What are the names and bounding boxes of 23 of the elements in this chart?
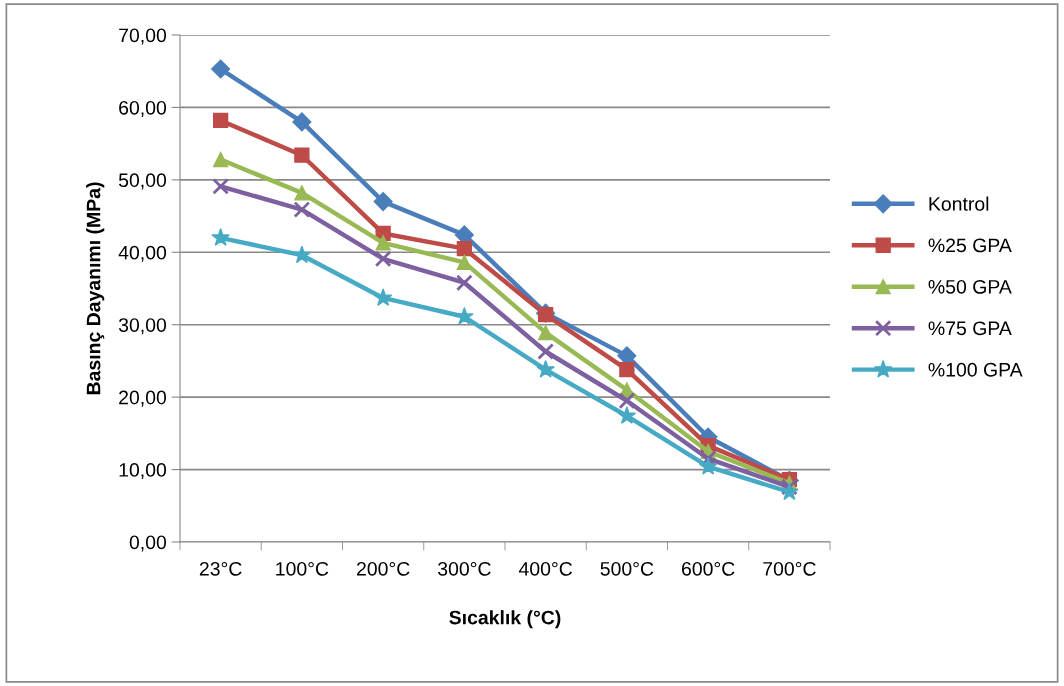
y-tick-label: 60,00 xyxy=(119,100,167,117)
legend-label: %100 GPA xyxy=(928,362,1023,377)
y-tick-label: 0,00 xyxy=(129,535,167,552)
y-tick-label: 40,00 xyxy=(118,245,167,262)
x-tick-label: 100°C xyxy=(276,561,329,576)
y-tick-label: 30,00 xyxy=(118,318,167,335)
x-tick-label: 300°C xyxy=(437,561,491,576)
x-tick-label: 400°C xyxy=(518,561,573,576)
y-axis-title: Basınç Dayanımı (MPa) xyxy=(86,182,105,395)
legend-label: %75 GPA xyxy=(928,321,1012,336)
legend-label: %25 GPA xyxy=(928,238,1012,253)
y-tick-label: 20,00 xyxy=(119,390,167,407)
y-tick-label: 50,00 xyxy=(118,173,167,190)
x-tick-label: 600°C xyxy=(681,561,735,576)
x-tick-label: 500°C xyxy=(600,561,654,576)
x-tick-label: 700°C xyxy=(763,561,816,576)
legend-label: %50 GPA xyxy=(928,279,1012,294)
y-tick-label: 10,00 xyxy=(119,463,167,480)
x-tick-label: 23°C xyxy=(199,561,242,576)
y-tick-label: 70,00 xyxy=(119,28,167,45)
x-tick-label: 200°C xyxy=(356,561,410,576)
legend-label: Kontrol xyxy=(929,196,989,211)
x-axis-title: Sıcaklık (°C) xyxy=(449,610,561,629)
